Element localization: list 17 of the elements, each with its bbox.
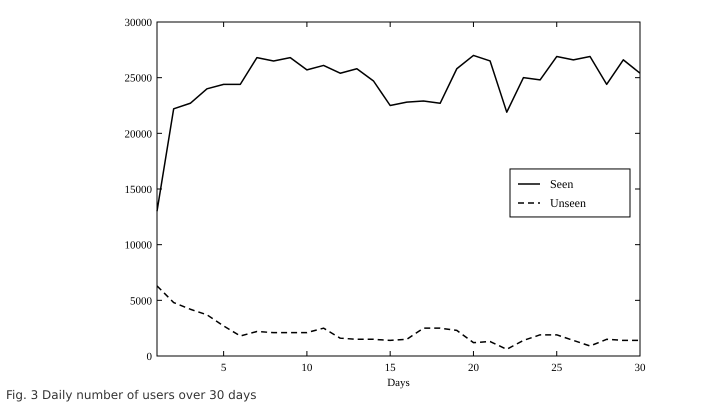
y-tick-label: 20000 [124,128,152,140]
legend-label: Seen [550,176,574,191]
x-tick-label: 10 [301,362,313,374]
x-axis-title: Days [387,377,410,389]
y-tick-label: 5000 [130,295,152,308]
x-tick-label: 25 [551,362,563,374]
x-tick-label: 30 [634,362,646,374]
x-tick-label: 5 [220,362,227,374]
caption: Fig. 3 Daily number of users over 30 days [6,388,256,402]
y-tick-label: 25000 [124,72,152,85]
x-tick-label: 15 [384,362,396,374]
y-tick-label: 30000 [124,17,152,29]
y-tick-label: 15000 [124,184,152,196]
legend-label: Unseen [550,196,586,210]
y-tick-label: 10000 [124,240,152,252]
x-tick-label: 20 [468,362,480,374]
y-tick-label: 0 [146,351,152,363]
